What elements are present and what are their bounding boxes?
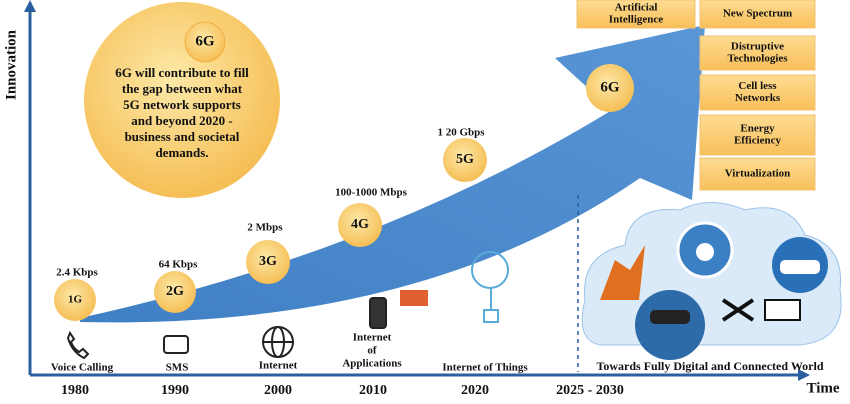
- generation-speed: 2 Mbps: [247, 222, 283, 234]
- feature-label: Virtualization: [725, 168, 791, 180]
- application-label: Internet: [259, 360, 298, 372]
- year-label: 2020: [461, 383, 489, 398]
- generation-label: 1G: [68, 294, 83, 306]
- callout-badge: [184, 21, 226, 63]
- generation-circle: [54, 279, 96, 321]
- application-label: Applications: [342, 358, 402, 370]
- year-label: 1980: [61, 383, 89, 398]
- generation-speed: 2.4 Kbps: [56, 267, 98, 279]
- year-label: 2025 - 2030: [556, 383, 624, 398]
- generation-speed: 1 20 Gbps: [437, 127, 485, 139]
- health-cross-bg: [696, 243, 714, 261]
- feature-box: [699, 74, 816, 111]
- robot-icon: [600, 245, 645, 300]
- sms-icon: [163, 335, 189, 354]
- year-label: 2000: [264, 383, 292, 398]
- generation-label: 5G: [456, 152, 474, 167]
- growth-arrow: [80, 25, 705, 323]
- callout-line: 5G network supports: [123, 97, 241, 112]
- feature-box: [576, 0, 696, 29]
- application-label: of: [367, 345, 377, 357]
- feature-label: Intelligence: [609, 14, 663, 26]
- generation-circle: [154, 271, 196, 313]
- application-label: Towards Fully Digital and Connected Worl…: [596, 359, 823, 373]
- arrow-badge: [586, 64, 634, 112]
- callout-title: 6G: [195, 33, 215, 49]
- generation-speed: 100-1000 Mbps: [335, 187, 408, 199]
- feature-label: Networks: [735, 92, 781, 104]
- generation-circle: [443, 138, 487, 182]
- generation-label: 3G: [259, 254, 277, 269]
- x-axis-label: Time: [806, 380, 839, 396]
- callout-line: the gap between what: [122, 81, 243, 96]
- y-arrowhead: [24, 0, 36, 12]
- callout-line: business and societal: [125, 129, 240, 144]
- feature-label: Cell less: [738, 80, 777, 92]
- feature-label: Technologies: [727, 53, 788, 65]
- x-arrowhead: [798, 369, 810, 381]
- y-axis-label: Innovation: [3, 29, 19, 100]
- feature-box: [699, 157, 816, 191]
- callout-line: demands.: [155, 145, 208, 160]
- phone-icon: [66, 330, 90, 360]
- generation-speed: 64 Kbps: [159, 259, 199, 271]
- feature-label: Efficiency: [734, 135, 782, 147]
- application-label: Internet: [353, 332, 392, 344]
- year-label: 2010: [359, 383, 387, 398]
- iot-base: [483, 309, 499, 323]
- feature-label: Distruptive: [731, 41, 784, 53]
- icons: [66, 251, 509, 360]
- application-label: Voice Calling: [51, 362, 114, 374]
- tv-4k-icon: [764, 299, 801, 321]
- arrow-label: 6G: [600, 79, 620, 95]
- application-label: SMS: [166, 362, 189, 374]
- callout-line: and beyond 2020 -: [131, 113, 233, 128]
- feature-box: [699, 35, 816, 71]
- world-icons: [400, 221, 828, 360]
- feature-label: Energy: [740, 123, 775, 135]
- callout-line: 6G will contribute to fill: [115, 65, 249, 80]
- year-label: 1990: [161, 383, 189, 398]
- feature-box: [699, 0, 816, 29]
- apps-icon: [400, 290, 428, 306]
- callout-circle: [84, 2, 280, 198]
- generation-label: 2G: [166, 284, 184, 299]
- vr-headset: [650, 310, 690, 324]
- mobile-icon: [369, 297, 387, 329]
- generation-label: 4G: [351, 217, 369, 232]
- vr-icon: [635, 290, 705, 360]
- drone-icon: [721, 298, 755, 322]
- application-label: Internet of Things: [442, 362, 528, 374]
- car-body: [780, 260, 820, 274]
- feature-label: New Spectrum: [723, 8, 792, 20]
- feature-label: Artificial: [615, 2, 658, 14]
- generation-circle: [246, 240, 290, 284]
- generation-circle: [338, 203, 382, 247]
- feature-box: [699, 114, 816, 156]
- globe-meridian: [271, 326, 285, 358]
